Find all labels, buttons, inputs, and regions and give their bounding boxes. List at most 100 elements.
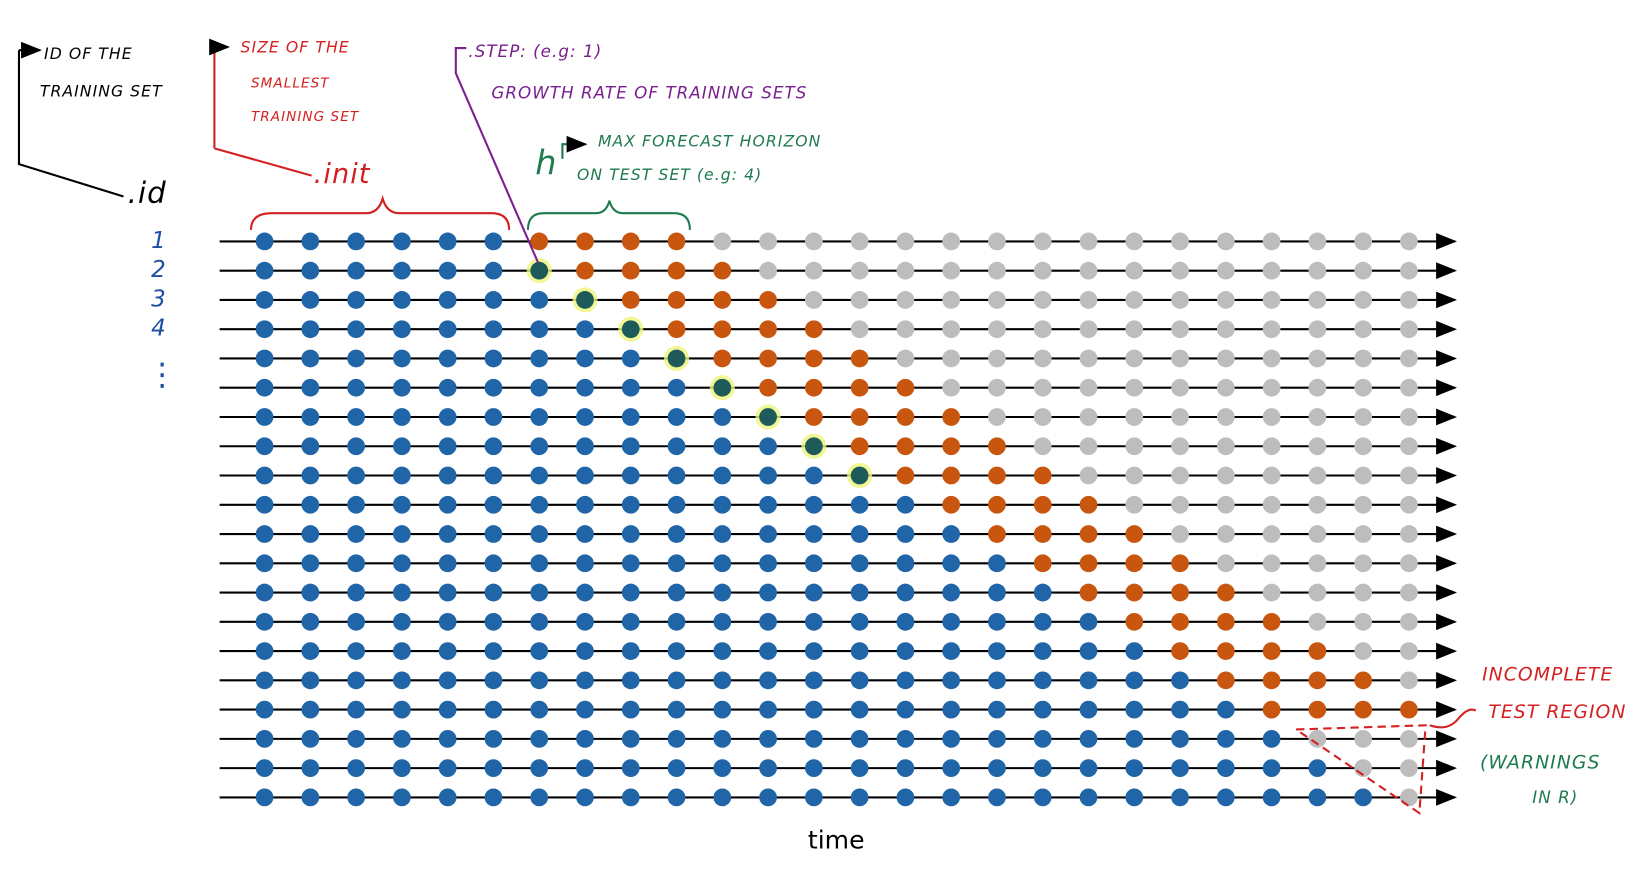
training-point (530, 642, 549, 660)
unused-point (1216, 437, 1235, 456)
unused-point (1125, 437, 1144, 456)
training-point (530, 759, 549, 778)
training-point (347, 320, 365, 339)
training-point (621, 700, 640, 719)
training-point (255, 759, 274, 778)
training-point (1354, 788, 1373, 807)
unused-point (1354, 729, 1373, 748)
training-point (393, 729, 411, 748)
warning-label-line: IN R) (1532, 787, 1578, 807)
training-point (1125, 671, 1144, 690)
training-point (484, 291, 503, 309)
training-point (255, 495, 274, 514)
test-point (1033, 554, 1052, 573)
training-point (347, 700, 365, 719)
training-point (393, 320, 411, 339)
training-point (759, 700, 777, 719)
training-point (1308, 759, 1327, 778)
training-point (576, 788, 594, 807)
training-point (621, 408, 640, 426)
training-point (1171, 671, 1189, 690)
training-point (255, 671, 274, 690)
training-point (484, 788, 503, 807)
training-point (484, 408, 503, 426)
training-point (759, 612, 777, 631)
rows (219, 232, 1457, 807)
training-point (347, 495, 365, 514)
training-point (484, 759, 503, 778)
training-point (621, 612, 640, 631)
training-point (484, 700, 503, 719)
training-point (347, 671, 365, 690)
unused-point (850, 291, 869, 309)
training-point (667, 408, 686, 426)
training-point (576, 642, 594, 660)
training-point (484, 612, 503, 631)
unused-point (1308, 232, 1327, 251)
training-point (576, 320, 594, 339)
training-point (713, 437, 732, 456)
unused-point (850, 232, 869, 251)
training-point (759, 729, 777, 748)
training-point (713, 700, 732, 719)
unused-point (1171, 408, 1189, 426)
test-point (713, 261, 732, 280)
unused-point (1308, 583, 1327, 602)
training-point (530, 320, 549, 339)
training-point (713, 642, 732, 660)
training-point (804, 788, 823, 807)
test-point (1308, 642, 1327, 660)
training-point (850, 788, 869, 807)
unused-point (1171, 495, 1189, 514)
training-point (255, 378, 274, 397)
training-point (988, 554, 1006, 573)
training-point (942, 612, 961, 631)
training-point (484, 525, 503, 543)
training-point (1033, 788, 1052, 807)
unused-point (1400, 788, 1418, 807)
training-point (438, 232, 457, 251)
training-point (301, 437, 320, 456)
training-point (942, 525, 961, 543)
training-point (530, 437, 549, 456)
unused-point (1216, 408, 1235, 426)
training-point (530, 408, 549, 426)
training-point (301, 291, 320, 309)
test-point (713, 349, 732, 368)
unused-point (1400, 612, 1418, 631)
test-point (1354, 671, 1373, 690)
training-point (896, 700, 915, 719)
training-point (484, 729, 503, 748)
unused-point (1354, 583, 1373, 602)
training-point (988, 788, 1006, 807)
test-point (621, 261, 640, 280)
row-id: 2 (151, 257, 167, 283)
training-point (530, 378, 549, 397)
unused-point (1171, 349, 1189, 368)
training-point (1216, 788, 1235, 807)
training-point (347, 612, 365, 631)
training-point (255, 437, 274, 456)
test-point (1171, 642, 1189, 660)
training-point (301, 261, 320, 280)
unused-point (1354, 525, 1373, 543)
training-point (1125, 642, 1144, 660)
unused-point (1308, 408, 1327, 426)
training-point (850, 642, 869, 660)
unused-point (1171, 466, 1189, 485)
unused-point (988, 408, 1006, 426)
training-point (850, 671, 869, 690)
training-point (850, 729, 869, 748)
training-point (255, 700, 274, 719)
test-point (1125, 554, 1144, 573)
unused-point (1125, 291, 1144, 309)
test-point (1216, 642, 1235, 660)
test-point (850, 378, 869, 397)
test-point (1216, 583, 1235, 602)
training-point (301, 349, 320, 368)
training-point (804, 495, 823, 514)
test-point (667, 291, 686, 309)
training-point (576, 612, 594, 631)
unused-point (1262, 466, 1281, 485)
training-point (484, 349, 503, 368)
